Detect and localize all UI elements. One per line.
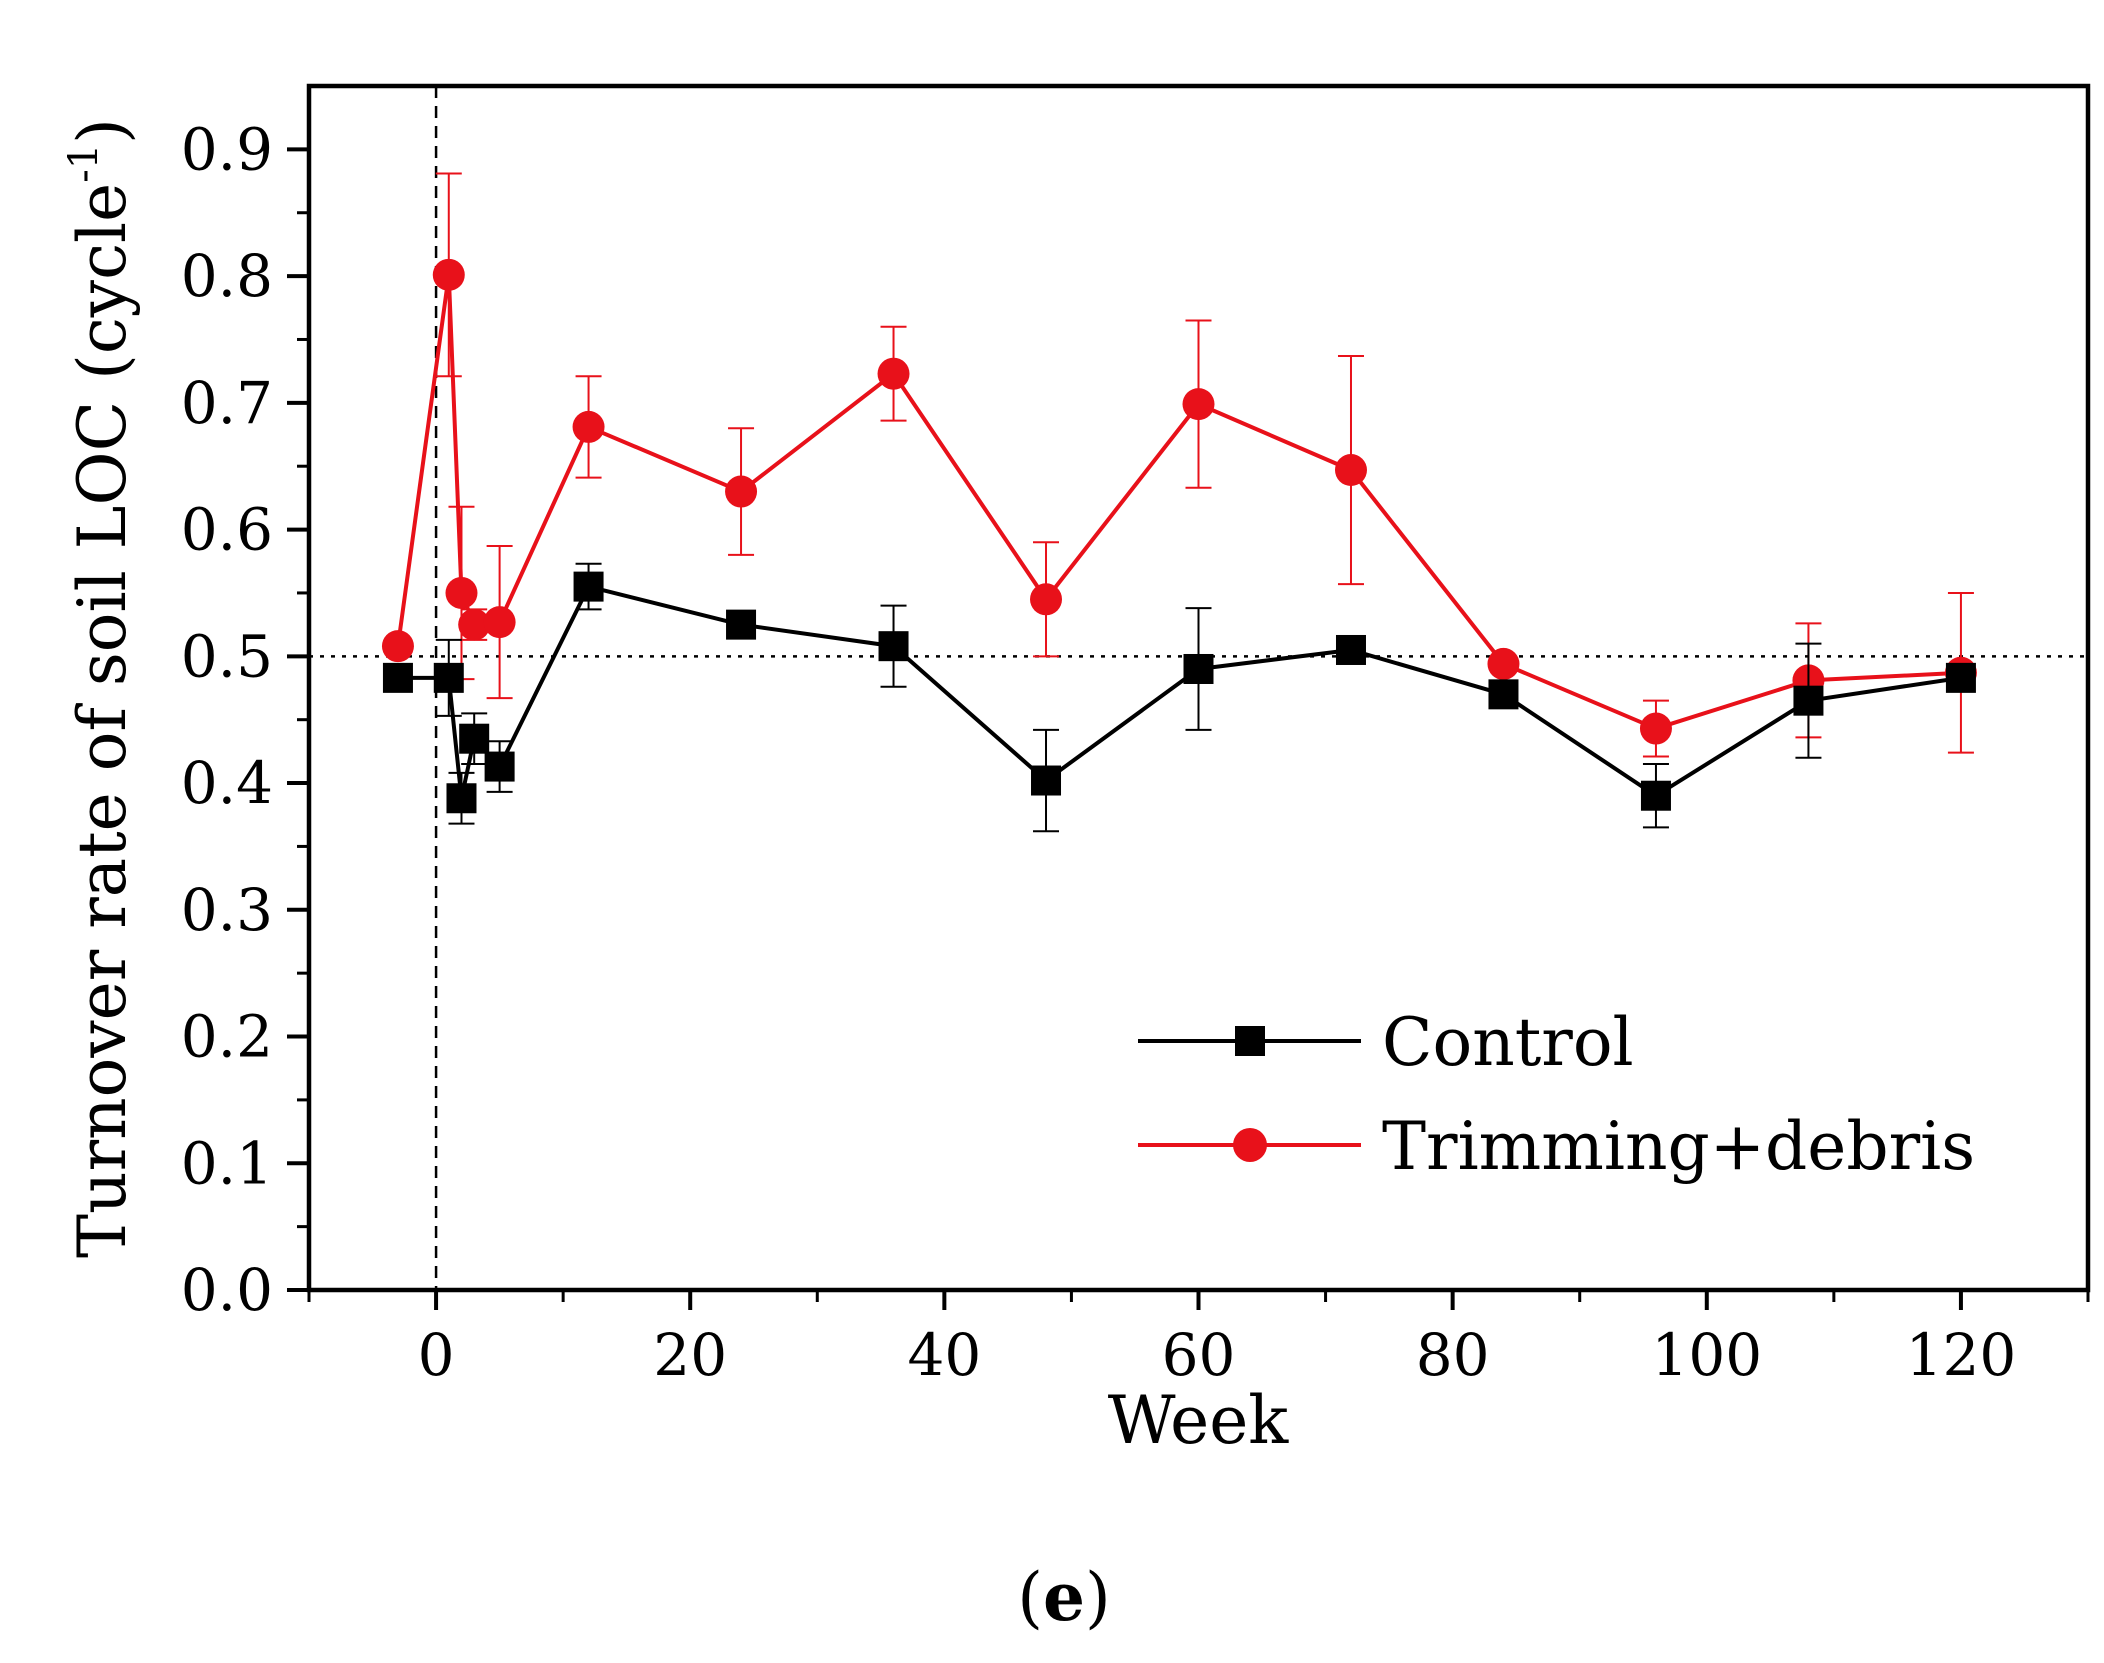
y-tick-label: 0.7 bbox=[181, 369, 273, 437]
x-tick-label: 20 bbox=[653, 1321, 727, 1389]
y-axis-title-main: Turnover rate of soil LOC (cycle bbox=[64, 183, 141, 1258]
data-point bbox=[1640, 780, 1671, 811]
x-axis-title: Week bbox=[1108, 1382, 1290, 1459]
y-axis-title-close: ) bbox=[64, 118, 141, 144]
data-point bbox=[725, 475, 758, 508]
y-tick-label: 0.2 bbox=[181, 1003, 273, 1071]
legend-trimming-label: Trimming+debris bbox=[1382, 1108, 1975, 1185]
svg-text:Turnover rate of soil LOC (cyc: Turnover rate of soil LOC (cycle-1) bbox=[61, 118, 141, 1258]
data-point bbox=[1335, 634, 1366, 665]
data-point bbox=[1031, 765, 1062, 796]
data-point bbox=[458, 608, 491, 641]
legend-control-label: Control bbox=[1382, 1004, 1634, 1081]
y-axis-title: Turnover rate of soil LOC (cycle-1) bbox=[61, 118, 141, 1258]
legend: Control Trimming+debris bbox=[1138, 1004, 1975, 1185]
y-tick-label: 0.8 bbox=[181, 242, 273, 310]
data-point bbox=[382, 662, 413, 693]
y-tick-label: 0.6 bbox=[181, 496, 273, 564]
y-tick-label: 0.9 bbox=[181, 115, 273, 183]
x-tick-label: 0 bbox=[418, 1321, 455, 1389]
data-point bbox=[484, 751, 515, 782]
y-axis: 0.0 0.1 0.2 0.3 0.4 0.5 0.6 0.7 0.8 0.9 bbox=[181, 115, 309, 1324]
data-point bbox=[572, 410, 605, 443]
data-point bbox=[459, 723, 490, 754]
series-layer bbox=[381, 172, 1977, 833]
y-axis-title-superscript: -1 bbox=[61, 144, 107, 183]
data-point bbox=[878, 631, 909, 662]
legend-entry-trimming-debris: Trimming+debris bbox=[1138, 1108, 1975, 1185]
series-line bbox=[397, 584, 1962, 801]
data-point bbox=[433, 662, 464, 693]
data-point bbox=[726, 609, 757, 640]
series-line bbox=[395, 272, 1962, 731]
data-point bbox=[446, 783, 477, 814]
data-point bbox=[1334, 454, 1367, 487]
data-point bbox=[1030, 583, 1063, 616]
y-tick-label: 0.4 bbox=[181, 749, 273, 817]
x-tick-label: 80 bbox=[1416, 1321, 1490, 1389]
data-point bbox=[1945, 662, 1976, 693]
data-point bbox=[1183, 653, 1214, 684]
data-point bbox=[573, 571, 604, 602]
y-tick-label: 0.3 bbox=[181, 876, 273, 944]
series-trimming-debris bbox=[381, 172, 1977, 758]
data-point bbox=[1182, 388, 1215, 421]
data-point bbox=[483, 606, 516, 639]
x-tick-label: 100 bbox=[1651, 1321, 1762, 1389]
x-tick-label: 60 bbox=[1162, 1321, 1236, 1389]
data-point bbox=[1639, 712, 1672, 745]
data-point bbox=[1488, 679, 1519, 710]
y-tick-label: 0.1 bbox=[181, 1129, 273, 1197]
x-tick-label: 40 bbox=[907, 1321, 981, 1389]
data-point bbox=[877, 357, 910, 390]
data-point bbox=[432, 258, 465, 291]
legend-entry-control: Control bbox=[1138, 1004, 1634, 1081]
data-point bbox=[381, 630, 414, 663]
x-axis: 0 20 40 60 80 100 120 bbox=[307, 1290, 2090, 1389]
y-tick-label: 0.5 bbox=[181, 622, 273, 690]
panel-label: (e) bbox=[1017, 1558, 1111, 1636]
legend-control-marker bbox=[1235, 1026, 1265, 1056]
data-point bbox=[445, 576, 478, 609]
series-control bbox=[382, 562, 1976, 833]
data-point bbox=[1487, 647, 1520, 680]
legend-trimming-marker bbox=[1233, 1128, 1267, 1162]
y-tick-label: 0.0 bbox=[181, 1256, 273, 1324]
x-tick-label: 120 bbox=[1906, 1321, 2017, 1389]
data-point bbox=[1793, 685, 1824, 716]
